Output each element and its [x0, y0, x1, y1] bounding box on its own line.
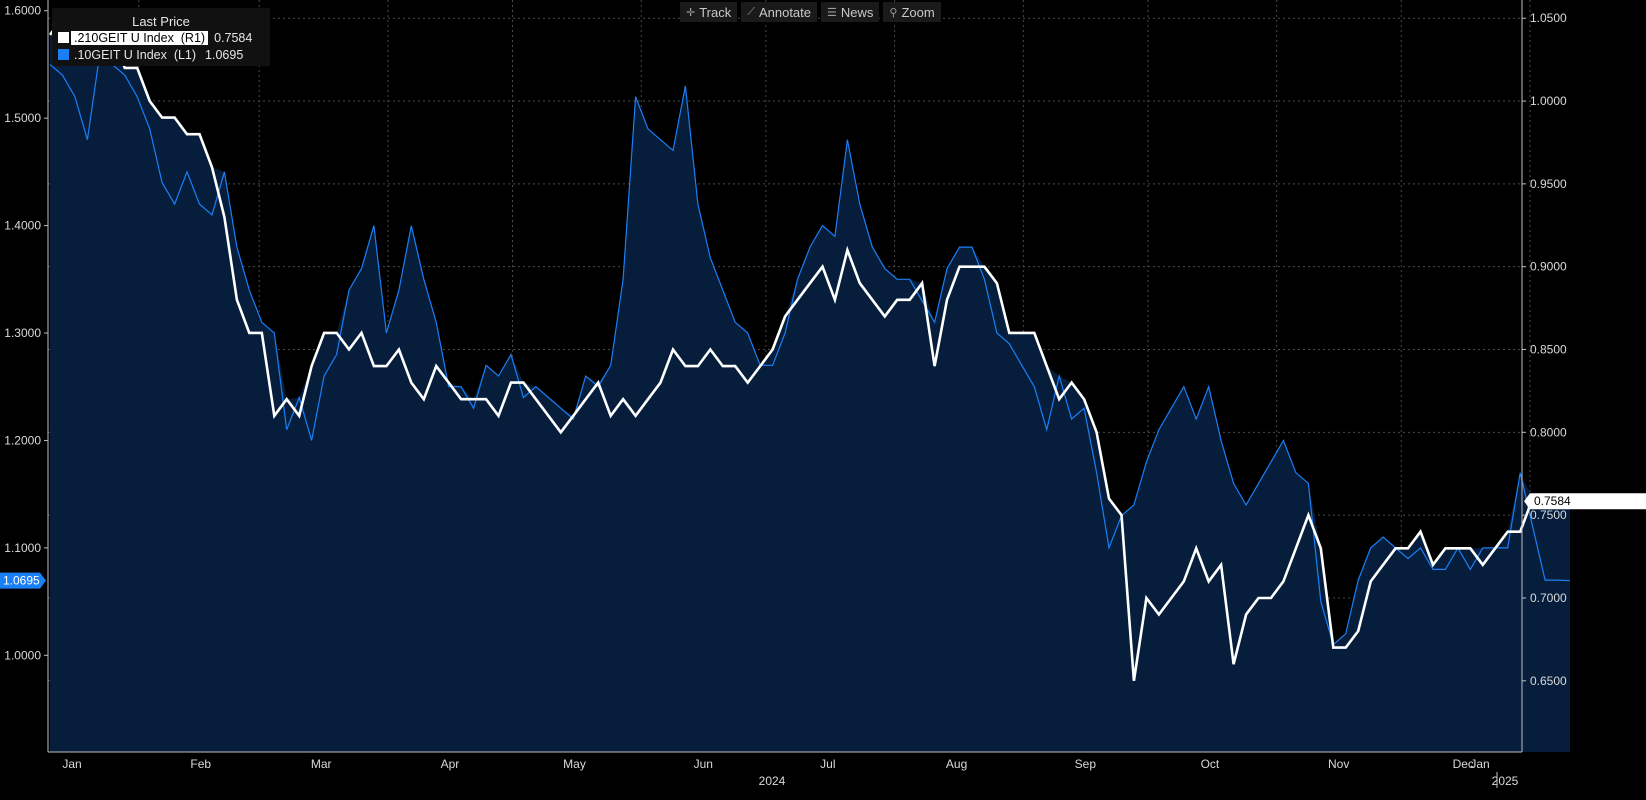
left-tick-label: 1.5000 [4, 111, 41, 125]
zoom-button[interactable]: ⚲ Zoom [883, 2, 941, 22]
legend-swatch-blue [58, 49, 69, 60]
chart-legend: Last Price .210GEIT U Index (R1) 0.7584 … [52, 8, 270, 66]
month-tick-label: Nov [1328, 757, 1349, 771]
right-tick-label: 1.0500 [1530, 11, 1567, 25]
month-tick-label: Aug [946, 757, 967, 771]
left-axis-ticks: 1.0000 1.1000 1.2000 1.3000 1.4000 1.5000 1.60… [4, 4, 48, 662]
axes [47, 0, 1523, 753]
chart-toolbar: ✛ Track ⟋ Annotate ☰ News ⚲ Zoom [680, 2, 941, 22]
track-label: Track [699, 4, 732, 20]
month-tick-label: May [563, 757, 586, 771]
right-tick-label: 0.7000 [1530, 591, 1567, 605]
left-tick-label: 1.2000 [4, 433, 41, 447]
month-tick-label: Feb [190, 757, 211, 771]
month-tick-label: Jan [62, 757, 81, 771]
series-line-210geit [48, 16, 1571, 681]
right-tick-label: 0.6500 [1530, 674, 1567, 688]
legend-item-210geit[interactable]: .210GEIT U Index (R1) 0.7584 [52, 29, 270, 46]
right-current-tag [1524, 493, 1646, 510]
right-tick-label: 0.8000 [1530, 425, 1567, 439]
right-tick-label: 1.0000 [1530, 94, 1567, 108]
news-label: News [840, 4, 874, 20]
track-button[interactable]: ✛ Track [680, 2, 738, 22]
left-tick-label: 1.3000 [4, 326, 41, 340]
crosshair-icon: ✛ [686, 6, 696, 19]
month-tick-label: Oct [1201, 757, 1220, 771]
series-line-10geit [49, 52, 1571, 646]
current-value-labels: 1.0695 0.7584 [0, 493, 1646, 589]
news-icon: ☰ [827, 6, 837, 19]
month-tick-label: Mar [311, 757, 332, 771]
annotate-label: Annotate [758, 4, 811, 20]
month-tick-label: Jul [820, 757, 835, 771]
month-tick-label: Dec [1453, 757, 1474, 771]
left-current-value: 1.0695 [3, 574, 40, 588]
magnifier-icon: ⚲ [889, 6, 898, 19]
left-tick-label: 1.0000 [4, 648, 41, 662]
right-current-value: 0.7584 [1534, 494, 1571, 508]
legend-series-name: .210GEIT U Index (R1) [71, 30, 209, 45]
left-tick-label: 1.1000 [4, 541, 41, 555]
right-tick-label: 0.7500 [1530, 508, 1567, 522]
left-tick-label: 1.4000 [4, 219, 41, 233]
legend-swatch-white [58, 32, 69, 43]
legend-series-name: .10GEIT U Index (L1) [74, 47, 197, 62]
month-tick-label: Jan [1470, 757, 1489, 771]
month-tick-label: Jun [694, 757, 713, 771]
year-tick-label: 2024 [759, 774, 786, 788]
left-current-tag [0, 572, 46, 589]
right-tick-label: 0.8500 [1530, 342, 1567, 356]
legend-series-value: 0.7584 [214, 30, 253, 45]
news-button[interactable]: ☰ News [821, 2, 880, 22]
right-tick-label: 0.9500 [1530, 177, 1567, 191]
left-tick-label: 1.6000 [4, 4, 41, 18]
month-tick-label: Apr [441, 757, 460, 771]
legend-title: Last Price [132, 14, 190, 29]
legend-series-value: 1.0695 [205, 47, 244, 62]
year-tick-label: 2025 [1492, 774, 1519, 788]
right-tick-label: 0.9000 [1530, 260, 1567, 274]
pencil-icon: ⟋ [747, 5, 755, 18]
x-axis-year-ticks: 2024 2025 [759, 772, 1519, 788]
zoom-label: Zoom [901, 4, 935, 20]
right-axis-ticks: 0.6500 0.7000 0.7500 0.8000 0.8500 0.9000 0.95… [1522, 11, 1567, 688]
legend-item-10geit[interactable]: .10GEIT U Index (L1) 1.0695 [52, 46, 270, 63]
annotate-button[interactable]: ⟋ Annotate [741, 2, 817, 22]
month-tick-label: Sep [1075, 757, 1097, 771]
